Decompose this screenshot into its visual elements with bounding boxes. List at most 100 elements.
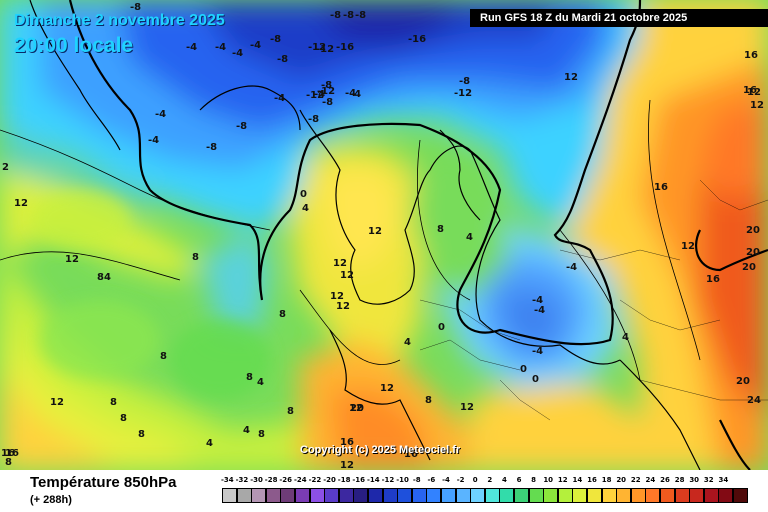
legend-swatch <box>368 488 384 503</box>
legend-tick: -26 <box>279 476 293 484</box>
legend-tick: -16 <box>352 476 366 484</box>
legend-swatch <box>397 488 413 503</box>
isotherm-label: 12 <box>340 270 354 281</box>
legend-swatch <box>455 488 471 503</box>
isotherm-label: -16 <box>336 42 354 53</box>
legend-tick: -8 <box>412 476 421 484</box>
isotherm-label: 12 <box>368 226 382 237</box>
legend-swatch <box>616 488 632 503</box>
isotherm-label: 0 <box>532 374 539 385</box>
isotherm-label: 16 <box>404 449 418 460</box>
legend-swatch <box>295 488 311 503</box>
isotherm-label: 4 <box>622 332 629 343</box>
legend-swatch <box>309 488 325 503</box>
isotherm-label: -8 <box>322 97 333 108</box>
legend-swatch <box>441 488 457 503</box>
isotherm-label: -8 <box>355 10 366 21</box>
legend-swatch <box>222 488 238 503</box>
legend-swatch <box>514 488 530 503</box>
legend-swatch <box>718 488 734 503</box>
legend-swatch <box>338 488 354 503</box>
isotherm-label: 12 <box>14 198 28 209</box>
isotherm-labels: -8-8 -8 -8-4-4-8-12 -16-16-4 -4-8-4 -12-12-8-… <box>1 2 764 470</box>
legend-swatch <box>572 488 588 503</box>
legend-swatch <box>645 488 661 503</box>
isotherm-label: 12 <box>330 291 344 302</box>
isotherm-label: -8 <box>206 142 217 153</box>
isotherm-label: -8 <box>343 10 354 21</box>
isotherm-label: -4 <box>274 93 285 104</box>
legend-swatch <box>324 488 340 503</box>
legend-tick: -28 <box>264 476 278 484</box>
isotherm-label: -12 <box>316 44 334 55</box>
isotherm-label: 8 <box>160 351 167 362</box>
legend-swatch <box>426 488 442 503</box>
country-borders <box>419 179 768 421</box>
legend-swatch <box>733 488 749 503</box>
isotherm-label: -4 <box>155 109 166 120</box>
isotherm-label: 16 <box>654 182 668 193</box>
legend-tick: 0 <box>472 476 478 484</box>
legend-tick: 26 <box>660 476 670 484</box>
isotherm-label: 20 <box>736 376 750 387</box>
isotherm-label: -12 <box>306 90 324 101</box>
isotherm-label: 12 <box>349 403 363 414</box>
legend-swatch <box>528 488 544 503</box>
legend-swatch <box>265 488 281 503</box>
legend-tick: -22 <box>308 476 322 484</box>
isotherm-label: -12 <box>308 42 326 53</box>
legend-tick: 22 <box>630 476 641 484</box>
legend-swatch <box>280 488 296 503</box>
isotherm-label: 8 <box>425 395 432 406</box>
legend-tick: -2 <box>456 476 465 484</box>
isotherm-label: 8 <box>120 413 127 424</box>
legend-tick: 4 <box>501 476 507 484</box>
legend-swatch <box>601 488 617 503</box>
legend-tick: 34 <box>718 476 729 484</box>
isotherm-label: -4 <box>148 135 159 146</box>
legend-tick: 28 <box>674 476 685 484</box>
isotherm-label: 8 <box>279 309 286 320</box>
legend-tick: -6 <box>427 476 436 484</box>
isotherm-label: -8 <box>330 10 341 21</box>
legend-tick: -20 <box>323 476 336 484</box>
isotherm-label: -12 <box>454 88 472 99</box>
isotherm-label: -8 <box>270 34 281 45</box>
legend-tick: 14 <box>572 476 583 484</box>
legend-tick: -14 <box>367 476 380 484</box>
isotherm-label: 0 <box>520 364 527 375</box>
isotherm-label: -4 <box>566 262 577 273</box>
color-legend: -34 -32 -30 -28 -26 -24 -22 -20 -18 -16 -14 -12 -10-… <box>221 476 752 510</box>
legend-tick: 30 <box>689 476 700 484</box>
legend-tick: 12 <box>557 476 568 484</box>
isotherm-label: -8 <box>459 76 470 87</box>
isotherm-label: -16 <box>408 34 426 45</box>
legend-tick: 18 <box>601 476 612 484</box>
isotherm-label: 12 <box>50 397 64 408</box>
isotherm-label: 24 <box>747 395 761 406</box>
coastlines <box>29 0 701 470</box>
temperature-field <box>0 0 768 470</box>
isotherm-label: -4 <box>215 42 226 53</box>
legend-swatch <box>251 488 267 503</box>
isotherm-label: -4 <box>345 88 356 99</box>
isotherm-label: 12 <box>380 383 394 394</box>
legend-tick: -30 <box>250 476 263 484</box>
isotherm-label: 4 <box>466 232 473 243</box>
legend-swatch <box>499 488 515 503</box>
isotherm-label: 16 <box>744 50 758 61</box>
legend-swatch <box>587 488 603 503</box>
legend-swatch <box>674 488 690 503</box>
isotherm-label: -12 <box>317 86 335 97</box>
legend-tick: 32 <box>703 476 714 484</box>
isotherm-label: 4 <box>302 203 309 214</box>
isotherm-label: 12 <box>336 301 350 312</box>
legend-tick: -10 <box>396 476 409 484</box>
copyright: Copyright (c) 2025 Meteociel.fr <box>300 444 461 456</box>
legend-tick: 16 <box>587 476 597 484</box>
isotherm-label: -4 <box>532 346 543 357</box>
isotherm-label: 16 <box>1 448 15 459</box>
isotherm-label: -4 <box>232 48 243 59</box>
legend-swatch <box>236 488 252 503</box>
isotherm-label: 12 <box>564 72 578 83</box>
